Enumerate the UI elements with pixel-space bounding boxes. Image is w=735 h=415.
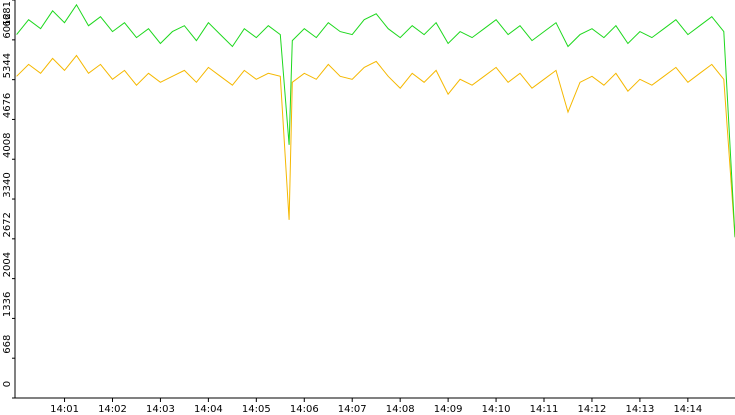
x-tick-label: 14:13 bbox=[625, 404, 654, 415]
x-tick-label: 14:07 bbox=[338, 404, 367, 415]
x-tick-label: 14:06 bbox=[290, 404, 319, 415]
y-tick-label: 5344 bbox=[2, 53, 13, 78]
x-tick-label: 14:14 bbox=[673, 404, 702, 415]
y-tick-label: 0 bbox=[2, 381, 13, 387]
y-tick-label: 3340 bbox=[2, 172, 13, 197]
x-tick-label: 14:01 bbox=[50, 404, 79, 415]
y-tick-label: 1336 bbox=[2, 292, 13, 317]
x-tick-label: 14:09 bbox=[434, 404, 463, 415]
x-tick-label: 14:08 bbox=[386, 404, 415, 415]
x-tick-label: 14:05 bbox=[242, 404, 271, 415]
y-tick-label: 2004 bbox=[2, 252, 13, 277]
series-line bbox=[16, 3, 735, 238]
x-tick-label: 14:02 bbox=[98, 404, 127, 415]
y-tick-label: 6681 bbox=[2, 1, 13, 26]
series-line bbox=[16, 54, 735, 238]
y-tick-label: 4008 bbox=[2, 133, 13, 158]
x-tick-label: 14:03 bbox=[146, 404, 175, 415]
x-tick-label: 14:04 bbox=[194, 404, 223, 415]
x-tick-label: 14:10 bbox=[482, 404, 511, 415]
x-tick-label: 14:12 bbox=[578, 404, 607, 415]
y-tick-label: 2672 bbox=[2, 212, 13, 237]
x-tick-label: 14:11 bbox=[530, 404, 559, 415]
y-tick-label: 6012 bbox=[2, 13, 13, 38]
y-tick-label: 4676 bbox=[2, 93, 13, 118]
y-tick-label: 668 bbox=[2, 335, 13, 354]
